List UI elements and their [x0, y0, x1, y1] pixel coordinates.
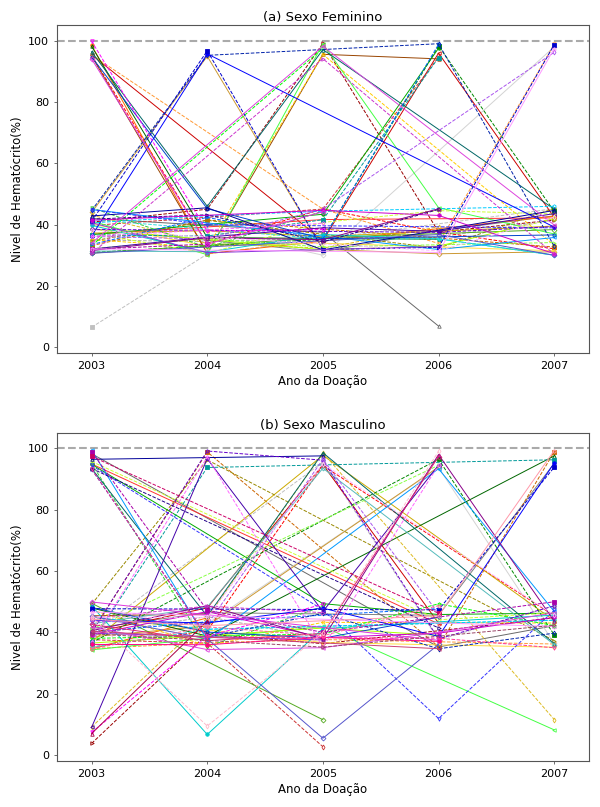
Title: (a) Sexo Feminino: (a) Sexo Feminino [263, 11, 383, 24]
Y-axis label: Nivel de Hematócrito(%): Nivel de Hematócrito(%) [11, 525, 24, 670]
X-axis label: Ano da Doação: Ano da Doação [278, 375, 367, 388]
X-axis label: Ano da Doação: Ano da Doação [278, 783, 367, 796]
Y-axis label: Nivel de Hematócrito(%): Nivel de Hematócrito(%) [11, 116, 24, 262]
Title: (b) Sexo Masculino: (b) Sexo Masculino [260, 419, 386, 432]
